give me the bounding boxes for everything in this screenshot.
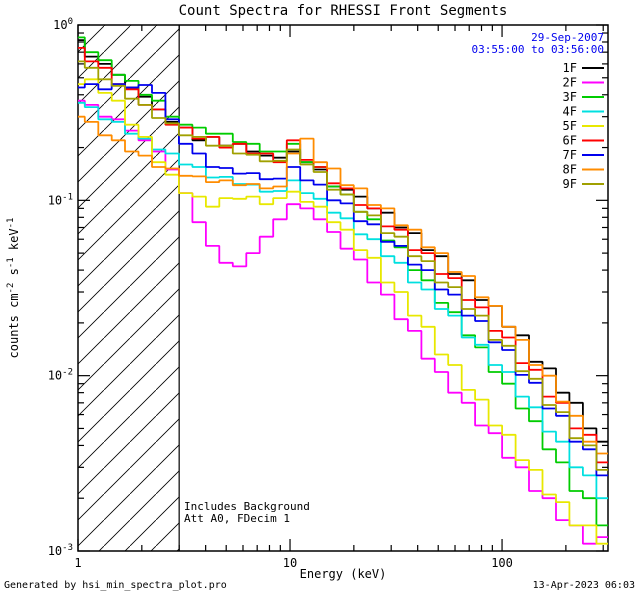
y-axis-title: counts cm-2 s-1 keV-1 [6, 218, 21, 359]
series-8F [78, 115, 608, 455]
legend-label-5F: 5F [563, 119, 577, 133]
legend-label-3F: 3F [563, 90, 577, 104]
y-tick-label: 10-1 [48, 192, 73, 207]
axis-ticks [77, 24, 608, 552]
legend-label-9F: 9F [563, 177, 577, 191]
generation-timestamp: 13-Apr-2023 06:03 [532, 580, 635, 591]
observation-date: 29-Sep-2007 [531, 31, 604, 44]
legend-label-6F: 6F [563, 134, 577, 148]
legend-label-2F: 2F [563, 76, 577, 90]
generator-credit: Generated by hsi_min_spectra_plot.pro [4, 580, 227, 591]
note-attenuator-state: Att A0, FDecim 1 [184, 512, 290, 525]
y-tick-label: 10-2 [48, 368, 73, 383]
legend-label-1F: 1F [563, 61, 577, 75]
series-9F [78, 60, 608, 471]
legend-label-4F: 4F [563, 105, 577, 119]
legend-label-7F: 7F [563, 148, 577, 162]
series-4F [78, 101, 608, 500]
excluded-region-hatch [78, 25, 180, 551]
series-5F [78, 78, 608, 545]
x-tick-label: 1 [74, 556, 81, 570]
x-tick-label: 100 [491, 556, 513, 570]
series-group [78, 36, 608, 545]
y-tick-label: 100 [53, 17, 73, 32]
observation-time-range: 03:55:00 to 03:56:00 [471, 43, 604, 56]
series-2F [78, 99, 608, 545]
note-includes-background: Includes Background [184, 500, 310, 513]
y-tick-label: 10-3 [48, 543, 73, 558]
legend-label-8F: 8F [563, 163, 577, 177]
x-tick-label: 10 [283, 556, 297, 570]
plot-frame [77, 24, 609, 552]
chart-title: Count Spectra for RHESSI Front Segments [178, 3, 508, 19]
x-axis-title: Energy (keV) [300, 567, 387, 581]
